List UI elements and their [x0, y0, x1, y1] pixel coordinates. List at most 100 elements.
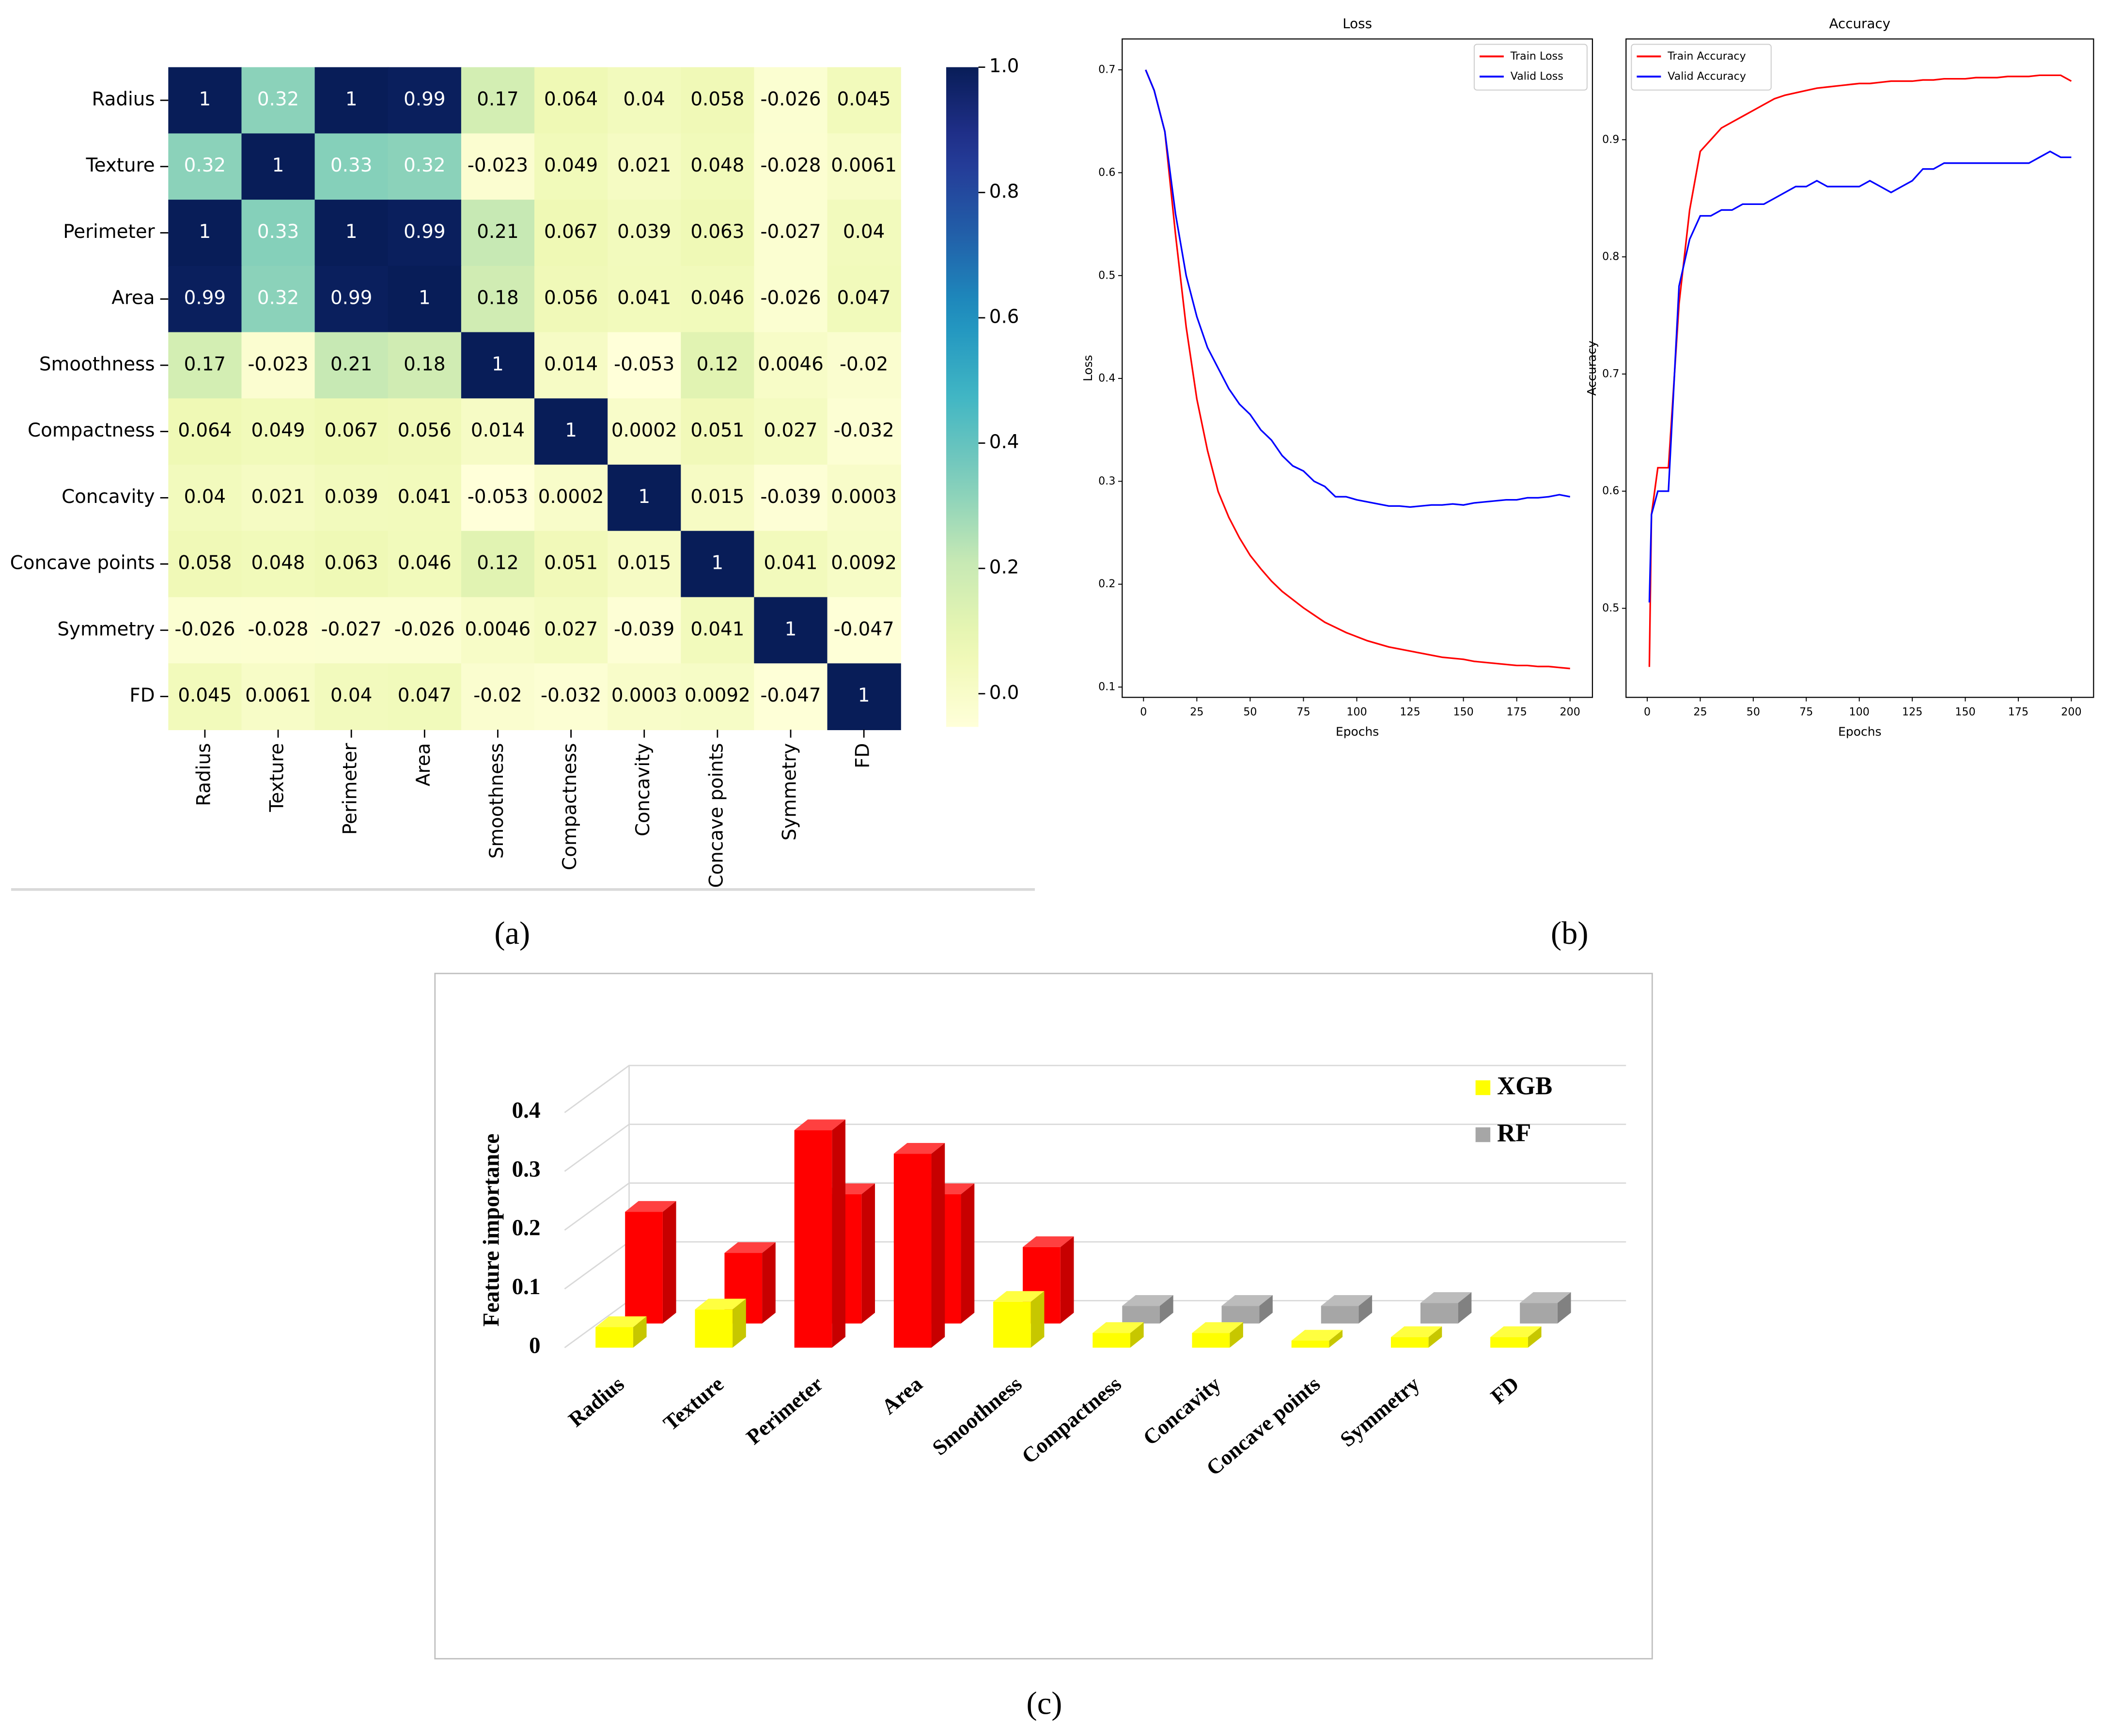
cell-label: 0.049: [251, 420, 305, 441]
col-label: Texture: [266, 743, 288, 813]
cell-label: 0.0046: [758, 353, 824, 375]
cell: [681, 663, 755, 730]
bar: [893, 1154, 932, 1348]
cell: [608, 200, 682, 266]
cell: [388, 398, 462, 466]
cell-label: 0.99: [330, 287, 372, 309]
row-label: Concavity: [62, 486, 155, 508]
bar: [993, 1301, 1031, 1348]
cell: [388, 200, 462, 266]
cell: [534, 67, 608, 134]
cell-label: 0.0003: [831, 486, 897, 508]
legend-label: Train Loss: [1510, 50, 1563, 63]
cell: [461, 67, 535, 134]
bar-top: [595, 1316, 647, 1328]
bar-side: [1130, 1322, 1144, 1348]
cell-label: 0.041: [764, 552, 817, 574]
cell: [388, 663, 462, 730]
cell: [534, 597, 608, 664]
cell: [534, 200, 608, 266]
cell: [681, 67, 755, 134]
cell-label: 0.32: [257, 287, 299, 309]
cell: [608, 133, 682, 201]
cell: [241, 332, 315, 399]
x-tick-label: 200: [1560, 705, 1580, 718]
cell-label: 0.0061: [831, 155, 897, 176]
y-tick-label: 0.5: [1602, 602, 1619, 614]
x-tick-label: Area: [877, 1372, 927, 1419]
cell-label: 0.0046: [465, 618, 531, 640]
line-series: [1648, 74, 2072, 667]
cell: [461, 133, 535, 201]
line-series: [1145, 69, 1570, 670]
cell: [314, 663, 389, 730]
bar-top: [1321, 1295, 1373, 1306]
cell: [388, 133, 462, 201]
y-tick-label: 0.2: [512, 1216, 541, 1241]
cell: [461, 200, 535, 266]
cell-label: 0.04: [843, 221, 885, 243]
cell-label: 1: [345, 89, 358, 110]
cell-label: 0.04: [624, 89, 665, 110]
cell-label: 0.04: [330, 685, 372, 706]
row-label: Area: [111, 287, 155, 309]
y-tick-label: 0.8: [1602, 250, 1619, 263]
cell: [388, 266, 462, 333]
cell: [461, 597, 535, 664]
bar-top: [724, 1242, 776, 1253]
cell: [754, 133, 828, 201]
legend-box: [1631, 44, 1772, 91]
bar-top: [993, 1291, 1045, 1302]
cell: [168, 133, 242, 201]
cell-label: -0.027: [760, 221, 821, 243]
cell: [241, 266, 315, 333]
cell-label: 0.063: [690, 221, 744, 243]
row-label: Compactness: [28, 420, 155, 441]
cell: [754, 67, 828, 134]
cell: [754, 531, 828, 598]
cell: [168, 597, 242, 664]
x-tick-label: 150: [1453, 705, 1473, 718]
col-label: Radius: [193, 743, 215, 806]
cell: [827, 663, 901, 730]
bar: [1490, 1337, 1528, 1348]
cell: [608, 332, 682, 399]
x-tick-label: Perimeter: [742, 1372, 827, 1449]
panel-label: (a): [494, 916, 530, 951]
cell: [314, 464, 389, 532]
cell: [608, 597, 682, 664]
x-tick-label: Smoothness: [928, 1372, 1027, 1460]
bar-top: [625, 1201, 676, 1212]
y-tick-label: 0.7: [1098, 63, 1115, 76]
cell-label: 0.0061: [245, 685, 311, 706]
cell: [461, 464, 535, 532]
cell-label: 0.18: [477, 287, 518, 309]
cell: [608, 531, 682, 598]
legend-swatch: [1475, 1080, 1491, 1095]
cell-label: 1: [199, 221, 211, 243]
cell: [754, 398, 828, 466]
bar-side: [1030, 1291, 1045, 1348]
colorbar-tick-label: 0.2: [989, 557, 1019, 579]
cell: [168, 200, 242, 266]
bar-top: [1520, 1292, 1571, 1303]
bar: [1192, 1333, 1230, 1348]
cell: [681, 133, 755, 201]
cell-label: -0.026: [394, 618, 455, 640]
cell: [461, 531, 535, 598]
cell: [314, 200, 389, 266]
x-tick-label: 25: [1190, 705, 1203, 718]
cell-label: 0.041: [398, 486, 452, 508]
cell-label: -0.026: [174, 618, 235, 640]
cell: [314, 531, 389, 598]
cell-label: 0.0092: [831, 552, 897, 574]
cell: [314, 597, 389, 664]
cell-label: 1: [492, 353, 504, 375]
x-tick-label: Concavity: [1139, 1372, 1225, 1450]
cell-label: 0.33: [257, 221, 299, 243]
cell-label: 1: [638, 486, 650, 508]
bar-top: [1122, 1295, 1173, 1306]
cell: [168, 398, 242, 466]
row-label: Smoothness: [39, 353, 155, 375]
line-series: [1145, 69, 1571, 508]
